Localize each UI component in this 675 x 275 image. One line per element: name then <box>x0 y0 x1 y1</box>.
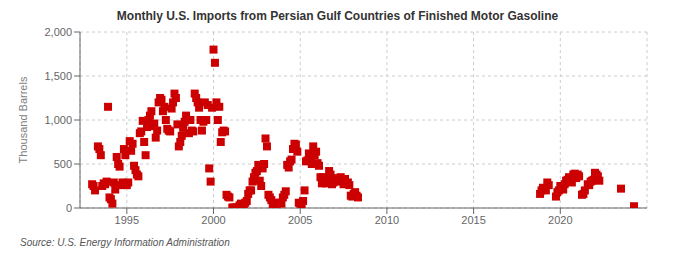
svg-text:2010: 2010 <box>375 214 399 226</box>
svg-text:2015: 2015 <box>461 214 485 226</box>
svg-text:0: 0 <box>66 202 72 214</box>
svg-text:1995: 1995 <box>115 214 139 226</box>
svg-text:2020: 2020 <box>548 214 572 226</box>
svg-text:2,000: 2,000 <box>44 26 72 38</box>
svg-text:1,000: 1,000 <box>44 114 72 126</box>
html-text:Monthly U.S. Imports from Pers: Monthly U.S. Imports from Persian Gulf C… <box>116 9 559 23</box>
svg-text:500: 500 <box>54 158 72 170</box>
html-text:Source: U.S. Energy Informatio: Source: U.S. Energy Information Administ… <box>20 237 230 248</box>
svg-text:1,500: 1,500 <box>44 70 72 82</box>
svg-text:2005: 2005 <box>288 214 312 226</box>
svg-text:Thousand Barrels: Thousand Barrels <box>17 76 29 163</box>
svg-text:2000: 2000 <box>201 214 225 226</box>
